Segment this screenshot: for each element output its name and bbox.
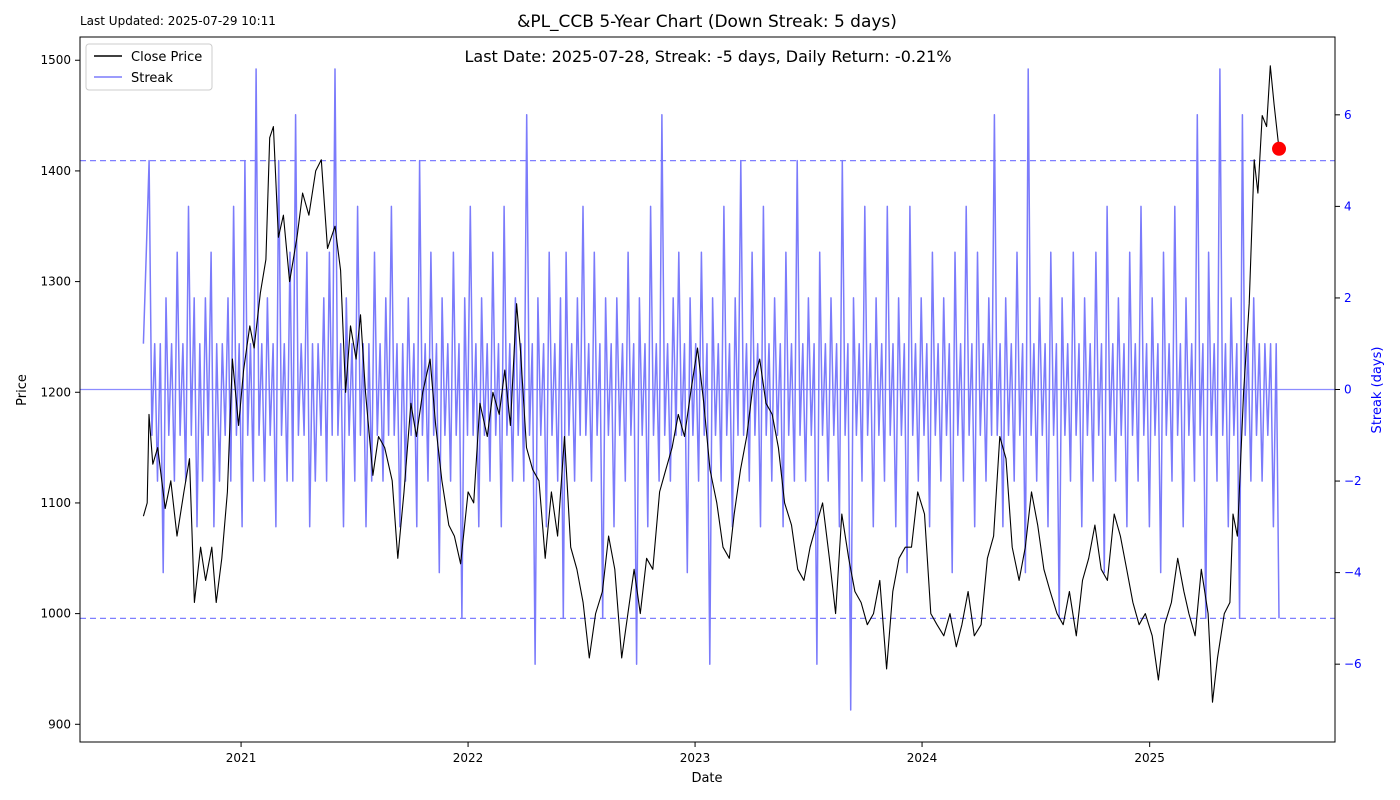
y2-tick-label: 2 bbox=[1344, 291, 1352, 305]
x-tick-label: 2025 bbox=[1134, 751, 1165, 765]
x-tick-label: 2023 bbox=[680, 751, 711, 765]
last-point-marker bbox=[1272, 141, 1287, 156]
chart-title: &PL_CCB 5-Year Chart (Down Streak: 5 day… bbox=[517, 12, 897, 32]
y2-tick-label: −4 bbox=[1344, 566, 1362, 580]
x-axis-ticks: 2021 2022 2023 2024 2025 bbox=[226, 742, 1165, 765]
y2-axis-ticks: −6 −4 −2 0 2 4 6 bbox=[1335, 108, 1362, 671]
close-price-series-line bbox=[142, 65, 1280, 703]
y-tick-label: 1100 bbox=[40, 496, 71, 510]
last-updated-label: Last Updated: 2025-07-29 10:11 bbox=[80, 14, 276, 28]
y2-tick-label: −2 bbox=[1344, 474, 1362, 488]
x-tick-label: 2022 bbox=[453, 751, 484, 765]
y-tick-label: 1500 bbox=[40, 53, 71, 67]
x-axis-label: Date bbox=[691, 771, 722, 786]
y-axis-ticks: 900 1000 1100 1200 1300 1400 1500 bbox=[40, 53, 80, 731]
y2-tick-label: 0 bbox=[1344, 383, 1352, 397]
y2-tick-label: 6 bbox=[1344, 108, 1352, 122]
legend-label-streak: Streak bbox=[131, 71, 173, 86]
x-tick-label: 2021 bbox=[226, 751, 257, 765]
y2-tick-label: −6 bbox=[1344, 657, 1362, 671]
y-tick-label: 1300 bbox=[40, 275, 71, 289]
y-tick-label: 1000 bbox=[40, 607, 71, 621]
x-tick-label: 2024 bbox=[907, 751, 938, 765]
y-tick-label: 900 bbox=[48, 717, 71, 731]
legend-label-close-price: Close Price bbox=[131, 50, 202, 65]
y-tick-label: 1400 bbox=[40, 164, 71, 178]
y-tick-label: 1200 bbox=[40, 385, 71, 399]
y2-axis-label: Streak (days) bbox=[1370, 347, 1385, 434]
y2-tick-label: 4 bbox=[1344, 199, 1352, 213]
chart-annotation: Last Date: 2025-07-28, Streak: -5 days, … bbox=[464, 47, 951, 66]
streak-series-line bbox=[142, 68, 1280, 711]
legend: Close Price Streak bbox=[85, 43, 213, 91]
y-axis-label: Price bbox=[15, 374, 30, 406]
